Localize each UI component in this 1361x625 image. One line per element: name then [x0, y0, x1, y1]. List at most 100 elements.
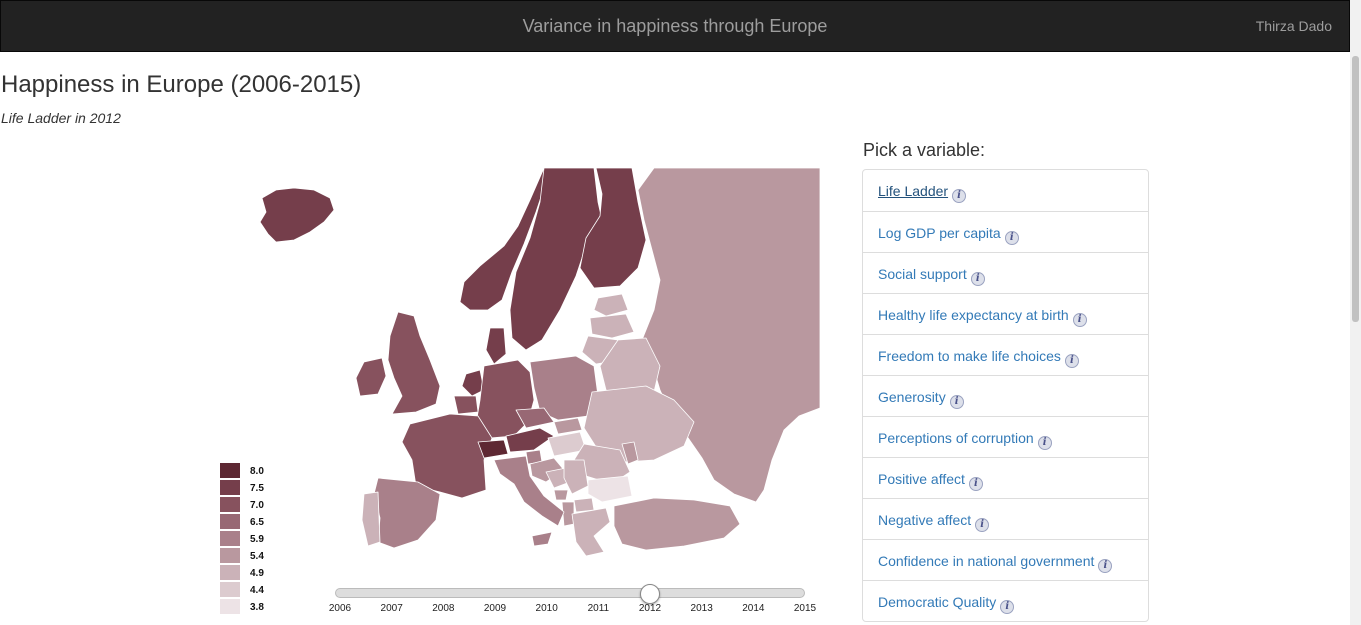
map-country-macedonia[interactable] — [573, 497, 595, 513]
map-country-denmark[interactable] — [485, 327, 507, 365]
map-country-moldova[interactable] — [621, 441, 639, 465]
variable-label[interactable]: Freedom to make life choices — [878, 348, 1061, 364]
legend-swatch — [220, 480, 240, 495]
legend-label: 7.0 — [250, 500, 264, 511]
variable-item[interactable]: Healthy life expectancy at birth i — [863, 293, 1148, 334]
variable-item[interactable]: Negative affect i — [863, 498, 1148, 539]
legend-label: 3.8 — [250, 602, 264, 613]
legend-swatch — [220, 514, 240, 529]
map-country-turkey[interactable] — [613, 497, 741, 551]
variable-label[interactable]: Negative affect — [878, 512, 972, 528]
variable-item[interactable]: Democratic Quality i — [863, 580, 1148, 621]
map-country-italy[interactable] — [493, 455, 565, 527]
map-country-estonia[interactable] — [593, 293, 629, 317]
variable-label[interactable]: Generosity — [878, 389, 946, 405]
slider-tick-label: 2006 — [328, 603, 352, 614]
legend-swatch — [220, 531, 240, 546]
page-title: Happiness in Europe (2006-2015) — [1, 71, 362, 98]
variable-item[interactable]: Freedom to make life choices i — [863, 334, 1148, 375]
year-slider-track[interactable] — [335, 588, 805, 598]
info-icon[interactable]: i — [968, 477, 983, 491]
page-scrollbar[interactable] — [1350, 0, 1361, 625]
map-country-greece[interactable] — [571, 507, 611, 557]
map-svg — [259, 167, 821, 557]
slider-tick-label: 2007 — [380, 603, 403, 614]
map-country-slovakia[interactable] — [553, 417, 583, 435]
variable-label[interactable]: Democratic Quality — [878, 594, 997, 610]
slider-tick-label: 2008 — [432, 603, 455, 614]
map-country-sicily[interactable] — [531, 531, 553, 547]
map-country-spain[interactable] — [373, 477, 441, 549]
variable-label[interactable]: Log GDP per capita — [878, 225, 1001, 241]
map-country-germany[interactable] — [475, 359, 535, 439]
variable-item[interactable]: Generosity i — [863, 375, 1148, 416]
map-country-austria[interactable] — [505, 427, 555, 453]
map-country-ukraine[interactable] — [583, 385, 695, 463]
legend-label: 7.5 — [250, 483, 264, 494]
info-icon[interactable]: i — [949, 395, 964, 409]
info-icon[interactable]: i — [1064, 354, 1079, 368]
map-country-switzerland[interactable] — [477, 439, 509, 459]
variable-item[interactable]: Confidence in national government i — [863, 539, 1148, 580]
legend-label: 5.4 — [250, 551, 264, 562]
map-country-ireland[interactable] — [355, 357, 387, 397]
navbar-user[interactable]: Thirza Dado — [1255, 18, 1332, 34]
slider-tick-label: 2009 — [483, 603, 507, 614]
map-country-bulgaria[interactable] — [587, 475, 633, 503]
navbar-title: Variance in happiness through Europe — [522, 16, 828, 36]
legend-swatch — [220, 497, 240, 512]
slider-tick-label: 2015 — [793, 603, 817, 614]
map-country-iceland[interactable] — [259, 187, 335, 243]
legend-swatch — [220, 548, 240, 563]
navbar: Variance in happiness through Europe Thi… — [0, 0, 1350, 52]
map-country-sweden[interactable] — [509, 167, 603, 351]
slider-tick-label: 2012 — [638, 603, 662, 614]
variable-item[interactable]: Log GDP per capita i — [863, 211, 1148, 252]
variable-item[interactable]: Social support i — [863, 252, 1148, 293]
map-country-france[interactable] — [401, 413, 493, 499]
info-icon[interactable]: i — [1098, 559, 1113, 573]
info-icon[interactable]: i — [952, 189, 967, 203]
info-icon[interactable]: i — [1000, 600, 1015, 614]
year-slider[interactable]: 2006 2007 2008 2009 2010 2011 2012 2013 2014 2015 — [329, 584, 816, 616]
info-icon[interactable]: i — [970, 272, 985, 286]
info-icon[interactable]: i — [1004, 231, 1019, 245]
info-icon[interactable]: i — [1037, 436, 1052, 450]
info-icon[interactable]: i — [1072, 313, 1087, 327]
info-icon[interactable]: i — [975, 518, 990, 532]
slider-tick-label: 2014 — [742, 603, 765, 614]
slider-tick-label: 2010 — [535, 603, 558, 614]
year-slider-handle[interactable] — [640, 584, 660, 604]
map-country-norway[interactable] — [459, 167, 545, 311]
variable-label[interactable]: Perceptions of corruption — [878, 430, 1034, 446]
legend-label: 4.4 — [250, 585, 264, 596]
legend-label: 5.9 — [250, 534, 264, 545]
map-country-serbia[interactable] — [563, 459, 589, 495]
variable-label[interactable]: Confidence in national government — [878, 553, 1095, 569]
picker-title: Pick a variable: — [863, 140, 986, 160]
variable-item[interactable]: Positive affect i — [863, 457, 1148, 498]
legend-label: 6.5 — [250, 517, 264, 528]
legend-swatch — [220, 582, 240, 597]
map-country-belgium[interactable] — [453, 395, 479, 415]
map-country-uk[interactable] — [387, 311, 441, 415]
map-country-netherlands[interactable] — [461, 369, 485, 397]
legend-swatch — [220, 565, 240, 580]
map-country-finland[interactable] — [579, 167, 647, 289]
map-country-portugal[interactable] — [361, 491, 381, 547]
scrollbar-thumb[interactable] — [1352, 56, 1359, 322]
legend-label: 8.0 — [250, 466, 264, 477]
variable-item[interactable]: Life Ladder i — [863, 170, 1148, 211]
map-country-montenegro[interactable] — [553, 489, 569, 501]
legend-label: 4.9 — [250, 568, 264, 579]
variable-label[interactable]: Healthy life expectancy at birth — [878, 307, 1069, 323]
slider-tick-label: 2011 — [587, 603, 610, 614]
variable-label[interactable]: Social support — [878, 266, 967, 282]
map-country-latvia[interactable] — [589, 313, 635, 339]
variable-label[interactable]: Positive affect — [878, 471, 965, 487]
page-subtitle: Life Ladder in 2012 — [1, 110, 121, 126]
legend-swatch — [220, 463, 240, 478]
legend-swatch — [220, 599, 240, 614]
variable-label[interactable]: Life Ladder — [878, 183, 949, 199]
variable-item[interactable]: Perceptions of corruption i — [863, 416, 1148, 457]
